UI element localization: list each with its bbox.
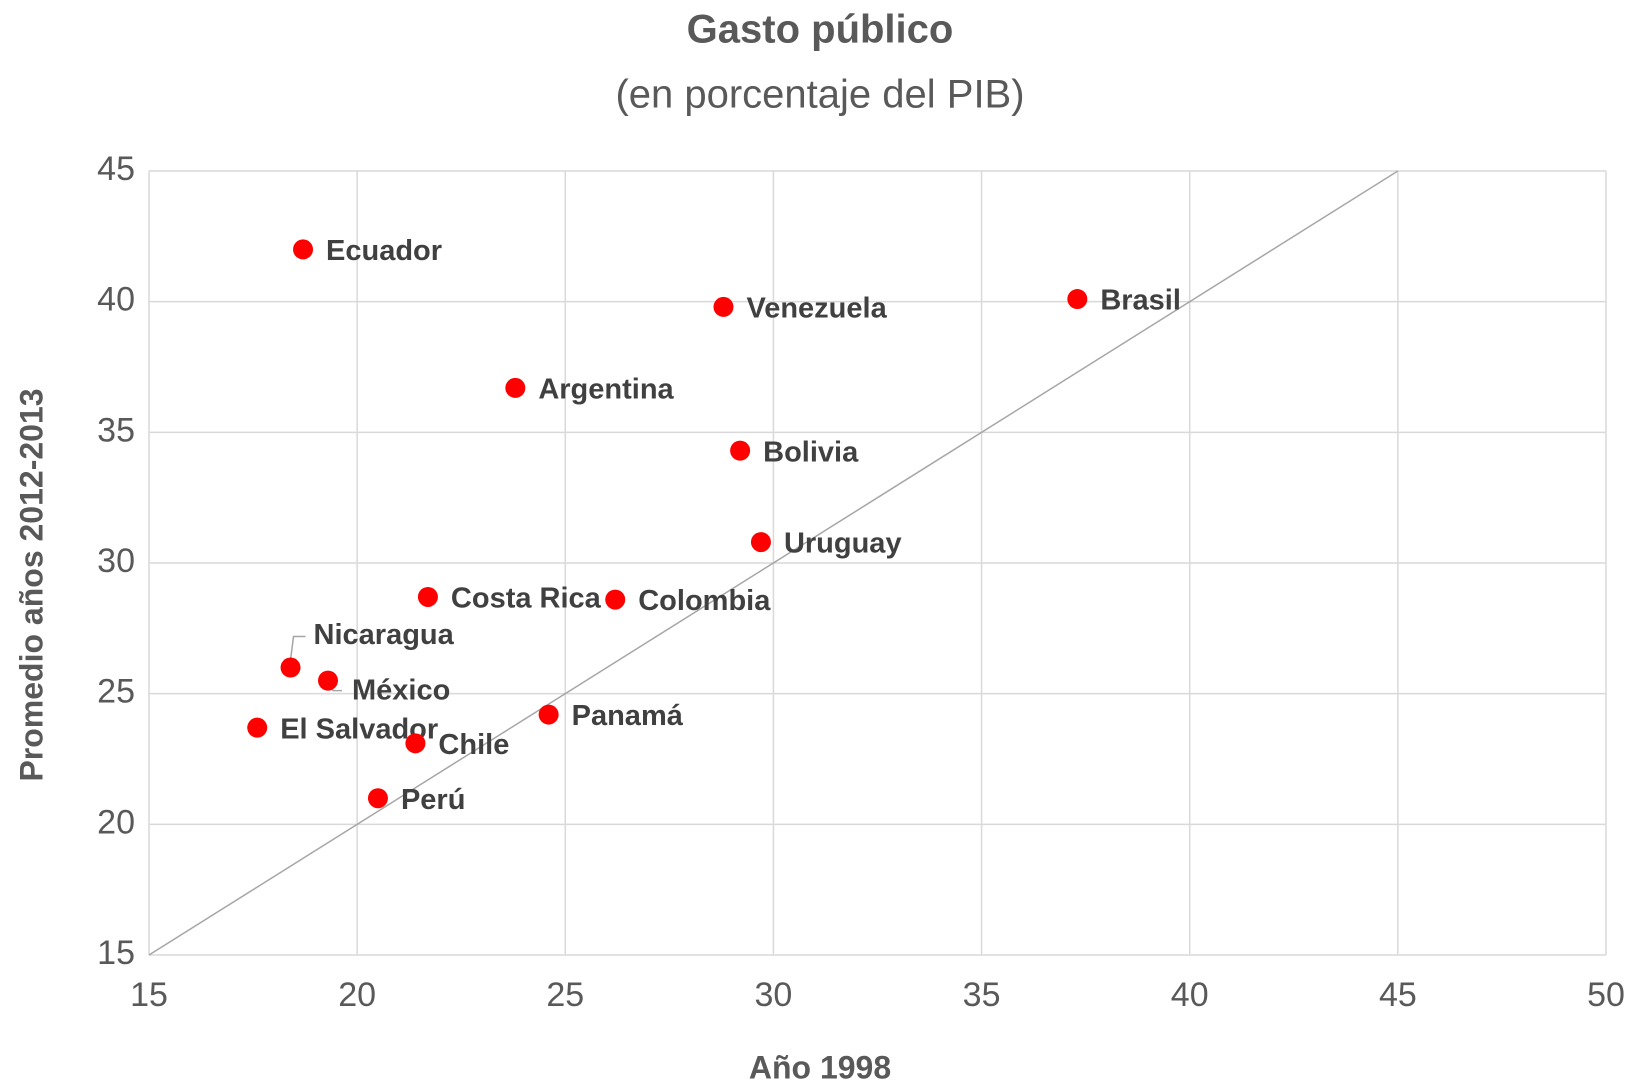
point-label: Costa Rica: [451, 583, 602, 615]
point: [280, 657, 301, 678]
y-tick-label: 35: [97, 411, 135, 449]
y-tick-label: 45: [97, 150, 135, 188]
chart-subtitle: (en porcentaje del PIB): [615, 73, 1024, 117]
leader-line: [289, 635, 306, 660]
point: [405, 733, 426, 754]
y-tick-label: 20: [97, 803, 135, 841]
point: [730, 440, 751, 461]
point-label: Bolivia: [763, 436, 859, 468]
point-label: Panamá: [572, 700, 684, 732]
point: [713, 296, 734, 317]
point-label: Perú: [401, 784, 465, 816]
x-tick-label: 50: [1587, 976, 1625, 1014]
y-tick-label: 15: [97, 934, 135, 972]
x-tick-label: 30: [755, 976, 793, 1014]
point: [505, 377, 526, 398]
point: [417, 586, 438, 607]
point-label: Argentina: [538, 374, 674, 406]
x-tick-label: 25: [546, 976, 584, 1014]
point: [318, 670, 339, 691]
y-tick-label: 40: [97, 281, 135, 319]
point: [367, 788, 388, 809]
point-label: Ecuador: [326, 235, 442, 267]
point: [538, 704, 559, 725]
point-label: Uruguay: [784, 528, 902, 560]
x-tick-label: 35: [963, 976, 1001, 1014]
y-axis-label: Promedio años 2012-2013: [13, 388, 49, 781]
x-tick-label: 40: [1171, 976, 1209, 1014]
y-tick-label: 30: [97, 542, 135, 580]
point: [293, 239, 314, 260]
point: [750, 532, 771, 553]
point-label: Brasil: [1100, 285, 1181, 317]
reference-line: [148, 170, 1399, 956]
point-label: Venezuela: [746, 293, 887, 325]
point: [247, 717, 268, 738]
point-label: Chile: [438, 729, 509, 761]
x-tick-label: 20: [338, 976, 376, 1014]
point-label: México: [352, 674, 450, 706]
point-label: Nicaragua: [314, 619, 455, 651]
point-label: Colombia: [638, 585, 771, 617]
x-tick-label: 45: [1379, 976, 1417, 1014]
x-tick-label: 15: [130, 976, 168, 1014]
chart-title: Gasto público: [687, 8, 954, 52]
point: [1067, 289, 1088, 310]
y-tick-label: 25: [97, 673, 135, 711]
x-axis-label: Año 1998: [749, 1049, 891, 1085]
point: [605, 589, 626, 610]
